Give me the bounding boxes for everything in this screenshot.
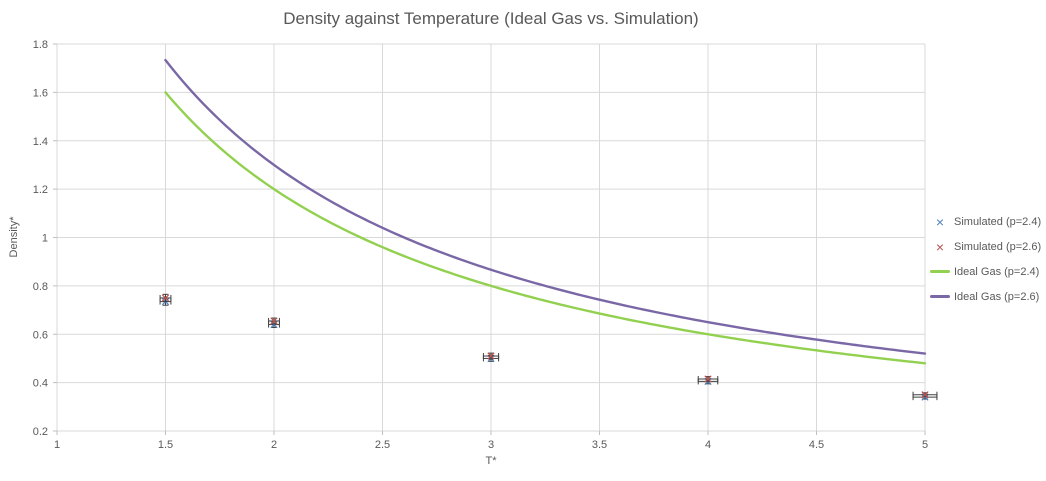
legend-label: Ideal Gas (p=2.6) (954, 290, 1040, 303)
series-line-ideal-gas-p-2.4[interactable] (164, 91, 927, 365)
legend-item-ideal-gas-p-2.4[interactable]: Ideal Gas (p=2.4) (930, 259, 1041, 284)
y-tick-label: 1 (42, 233, 48, 245)
x-tick-label: 4.5 (809, 439, 824, 451)
y-tick-label: 0.8 (33, 281, 48, 293)
series-scatter-simulated-p-2.4[interactable] (159, 297, 938, 401)
x-marker (270, 317, 278, 325)
x-tick-label: 2.5 (375, 439, 390, 451)
y-tick-label: 0.4 (33, 378, 48, 390)
x-tick-label: 1.5 (158, 439, 173, 451)
legend-item-simulated-p-2.4[interactable]: × Simulated (p=2.4) (930, 209, 1041, 234)
y-tick-label: 0.6 (33, 329, 48, 341)
legend-line-swatch (930, 270, 950, 273)
legend: × Simulated (p=2.4) × Simulated (p=2.6) Idea… (930, 209, 1041, 309)
series-line-ideal-gas-p-2.6[interactable] (164, 58, 927, 355)
legend-item-simulated-p-2.6[interactable]: × Simulated (p=2.6) (930, 234, 1041, 259)
x-marker (487, 352, 495, 360)
x-tick-label: 3 (488, 439, 494, 451)
x-tick-label: 2 (271, 439, 277, 451)
x-marker (921, 391, 929, 399)
legend-label: Simulated (p=2.4) (954, 215, 1042, 228)
x-marker (161, 294, 170, 302)
x-tick-label: 5 (922, 439, 928, 451)
x-marker (704, 375, 712, 383)
legend-label: Simulated (p=2.6) (954, 240, 1042, 253)
legend-x-marker: × (935, 238, 945, 255)
x-axis-title[interactable]: T* (485, 455, 497, 467)
series-scatter-simulated-p-2.6[interactable] (159, 293, 938, 399)
y-tick-label: 1.4 (33, 136, 48, 148)
y-tick-label: 0.2 (33, 426, 48, 438)
legend-line-swatch (930, 295, 950, 298)
y-tick-label: 1.6 (33, 87, 48, 99)
x-tick-label: 1 (54, 439, 60, 451)
legend-label: Ideal Gas (p=2.4) (954, 265, 1040, 278)
y-tick-label: 1.2 (33, 184, 48, 196)
chart-title[interactable]: Density against Temperature (Ideal Gas v… (283, 9, 699, 28)
y-tick-label: 1.8 (33, 39, 48, 51)
x-tick-label: 3.5 (592, 439, 607, 451)
legend-x-marker: × (935, 213, 945, 230)
legend-item-ideal-gas-p-2.6[interactable]: Ideal Gas (p=2.6) (930, 284, 1041, 309)
y-axis-title[interactable]: Density* (8, 216, 20, 258)
x-tick-label: 4 (705, 439, 711, 451)
